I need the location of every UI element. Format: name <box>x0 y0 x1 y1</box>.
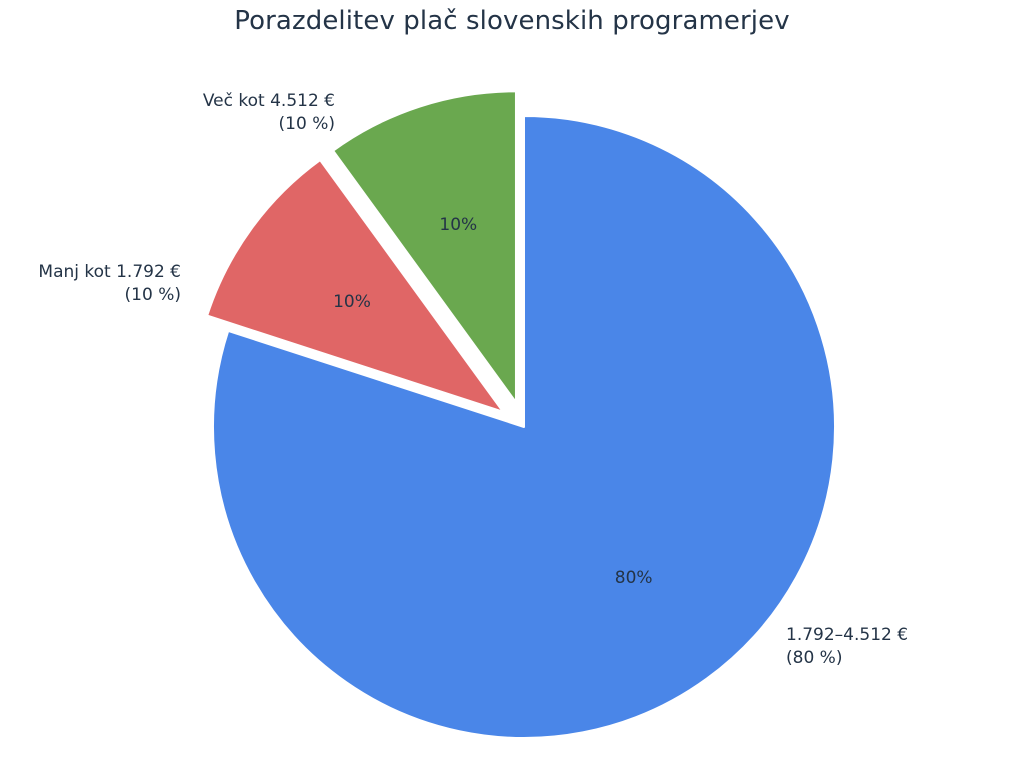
slice-category-percentage: (80 %) <box>786 648 842 668</box>
pie-labels: 80% 1.792–4.512 € (80 %) 10% Manj kot 1.792 … <box>38 91 908 668</box>
slice-percentage-label: 80% <box>615 568 653 588</box>
slice-category-name: 1.792–4.512 € <box>786 625 908 645</box>
slice-category-label: 1.792–4.512 € (80 %) <box>786 625 908 668</box>
slice-percentage-label: 10% <box>333 292 371 312</box>
slice-category-name: Manj kot 1.792 € <box>38 262 181 282</box>
pie-slice <box>212 115 836 739</box>
pie-slice <box>332 90 517 404</box>
slice-category-name: Več kot 4.512 € <box>203 91 335 111</box>
chart-title: Porazdelitev plač slovenskih programerje… <box>234 6 790 36</box>
pie-slice <box>206 159 504 413</box>
slice-category-percentage: (10 %) <box>125 285 181 305</box>
slice-category-label: Več kot 4.512 € (10 %) <box>203 91 335 134</box>
slice-category-percentage: (10 %) <box>279 114 335 134</box>
pie-slices <box>206 90 836 739</box>
slice-percentage-label: 10% <box>439 215 477 235</box>
slice-category-label: Manj kot 1.792 € (10 %) <box>38 262 181 305</box>
